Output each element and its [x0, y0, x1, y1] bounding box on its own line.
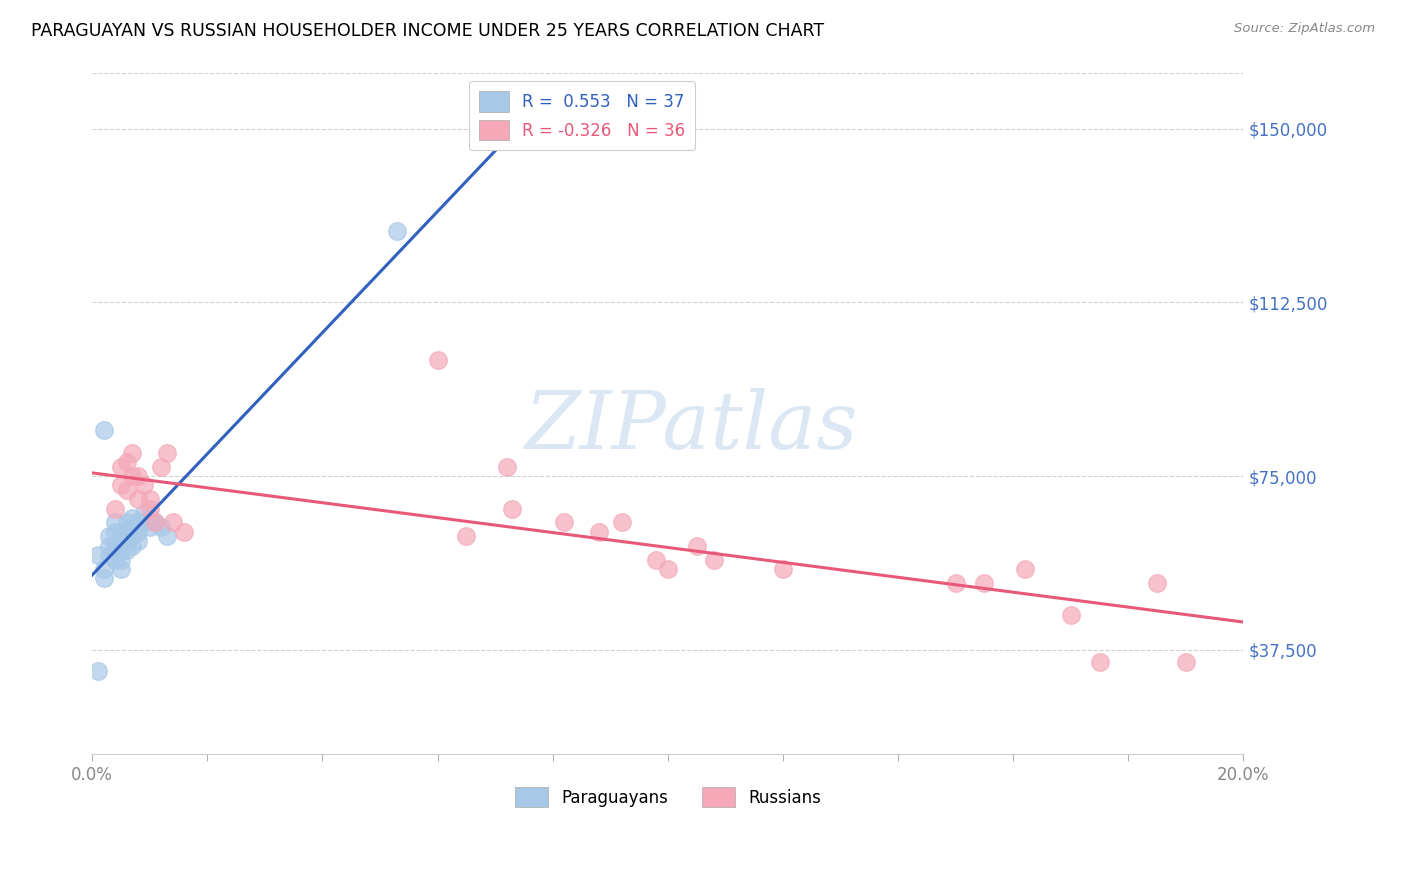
Point — [121, 539, 143, 553]
Point — [115, 543, 138, 558]
Point — [87, 664, 110, 678]
Point — [657, 562, 679, 576]
Point — [115, 483, 138, 497]
Point — [121, 469, 143, 483]
Point — [426, 353, 449, 368]
Point — [104, 524, 127, 539]
Point — [115, 534, 138, 549]
Point — [610, 516, 633, 530]
Point — [132, 516, 155, 530]
Point — [145, 516, 167, 530]
Point — [93, 562, 115, 576]
Legend: Paraguayans, Russians: Paraguayans, Russians — [508, 780, 828, 814]
Point — [139, 520, 162, 534]
Point — [93, 571, 115, 585]
Point — [145, 516, 167, 530]
Point — [1014, 562, 1036, 576]
Point — [588, 524, 610, 539]
Point — [1174, 655, 1197, 669]
Point — [685, 539, 707, 553]
Point — [132, 506, 155, 520]
Point — [156, 529, 179, 543]
Point — [110, 562, 132, 576]
Point — [110, 543, 132, 558]
Point — [104, 501, 127, 516]
Point — [945, 575, 967, 590]
Point — [127, 492, 149, 507]
Point — [150, 459, 173, 474]
Point — [456, 529, 478, 543]
Point — [127, 516, 149, 530]
Point — [150, 520, 173, 534]
Point — [703, 552, 725, 566]
Point — [87, 548, 110, 562]
Point — [110, 552, 132, 566]
Point — [127, 469, 149, 483]
Point — [132, 478, 155, 492]
Point — [127, 534, 149, 549]
Point — [110, 534, 132, 549]
Point — [772, 562, 794, 576]
Text: ZIPatlas: ZIPatlas — [524, 389, 858, 466]
Point — [139, 511, 162, 525]
Point — [501, 131, 523, 145]
Point — [98, 529, 121, 543]
Point — [139, 501, 162, 516]
Point — [110, 524, 132, 539]
Point — [162, 516, 184, 530]
Point — [115, 455, 138, 469]
Point — [645, 552, 668, 566]
Point — [121, 511, 143, 525]
Point — [115, 516, 138, 530]
Point — [127, 524, 149, 539]
Point — [121, 446, 143, 460]
Point — [121, 520, 143, 534]
Point — [156, 446, 179, 460]
Point — [98, 548, 121, 562]
Point — [973, 575, 995, 590]
Point — [104, 516, 127, 530]
Point — [104, 539, 127, 553]
Point — [1088, 655, 1111, 669]
Point — [121, 529, 143, 543]
Point — [98, 539, 121, 553]
Point — [387, 223, 409, 237]
Point — [104, 552, 127, 566]
Text: Source: ZipAtlas.com: Source: ZipAtlas.com — [1234, 22, 1375, 36]
Point — [1146, 575, 1168, 590]
Point — [139, 492, 162, 507]
Text: PARAGUAYAN VS RUSSIAN HOUSEHOLDER INCOME UNDER 25 YEARS CORRELATION CHART: PARAGUAYAN VS RUSSIAN HOUSEHOLDER INCOME… — [31, 22, 824, 40]
Point — [173, 524, 195, 539]
Point — [1060, 608, 1083, 623]
Point — [495, 459, 517, 474]
Point — [501, 501, 523, 516]
Point — [553, 516, 575, 530]
Point — [110, 459, 132, 474]
Point — [93, 423, 115, 437]
Point — [110, 478, 132, 492]
Point — [115, 524, 138, 539]
